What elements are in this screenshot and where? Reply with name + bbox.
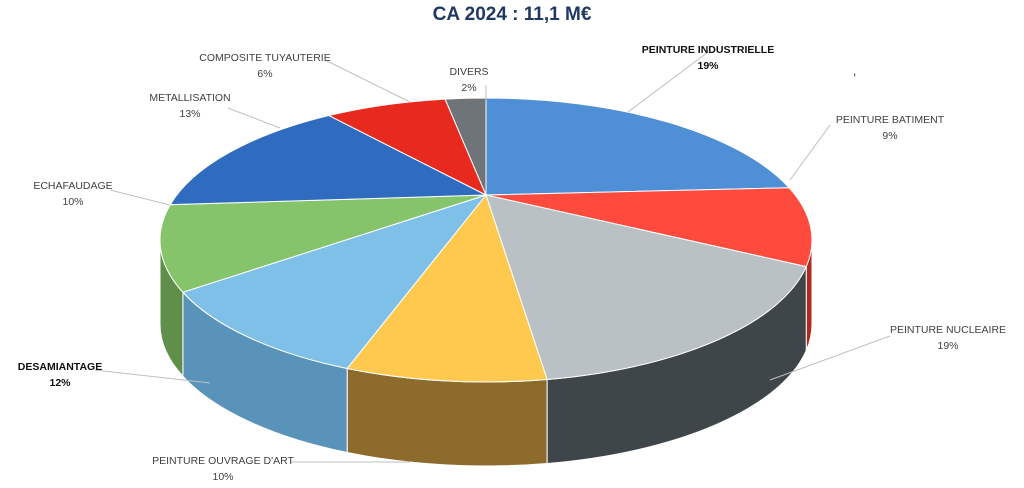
data-label-peinture-industrielle: PEINTURE INDUSTRIELLE 19%: [641, 44, 775, 72]
leader-line-peinture-batiment: [789, 124, 831, 181]
pie-slice-desamiantage: [181, 194, 488, 370]
data-label-echafaudage: ECHAFAUDAGE 10%: [33, 180, 113, 208]
stray-mark: ,: [853, 64, 857, 78]
data-label-composite-tuyauterie: COMPOSITE TUYAUTERIE 6%: [199, 52, 331, 80]
data-label-peinture-nucleaire: PEINTURE NUCLEAIRE 19%: [889, 324, 1007, 352]
pie-slice-peinture-batiment: [485, 187, 813, 268]
pie-slice-peinture-industrielle: [485, 97, 791, 196]
leader-line-desamiantage: [94, 369, 211, 384]
leader-line-metallisation: [227, 107, 281, 129]
data-label-divers: DIVERS 2%: [449, 66, 489, 94]
pie-tops: [159, 97, 813, 383]
leader-line-composite-tuyauterie: [324, 59, 411, 103]
pie-slice-peinture-ouvrage-d-art: [346, 193, 548, 383]
pie-slice-peinture-nucleaire: [485, 194, 807, 381]
pie-slice-metallisation: [169, 115, 487, 206]
data-label-peinture-ouvrage-dart: PEINTURE OUVRAGE D'ART 10%: [152, 455, 294, 483]
leader-lines: [94, 51, 891, 463]
data-label-peinture-batiment: PEINTURE BATIMENT 9%: [835, 114, 945, 142]
pie-slice-composite-tuyauterie: [327, 98, 487, 197]
pie-side-peinture-ouvrage-d-art: [346, 367, 548, 467]
leader-line-peinture-nucleaire: [769, 335, 891, 381]
leader-line-peinture-industrielle: [627, 51, 709, 113]
leader-line-echafaudage: [109, 189, 171, 206]
data-label-desamiantage: DESAMIANTAGE 12%: [17, 361, 103, 389]
pie-slice-echafaudage: [159, 194, 487, 293]
chart-title: CA 2024 : 11,1 M€: [432, 4, 592, 25]
pie-sides: [159, 239, 813, 467]
data-label-metallisation: METALLISATION 13%: [149, 92, 231, 120]
